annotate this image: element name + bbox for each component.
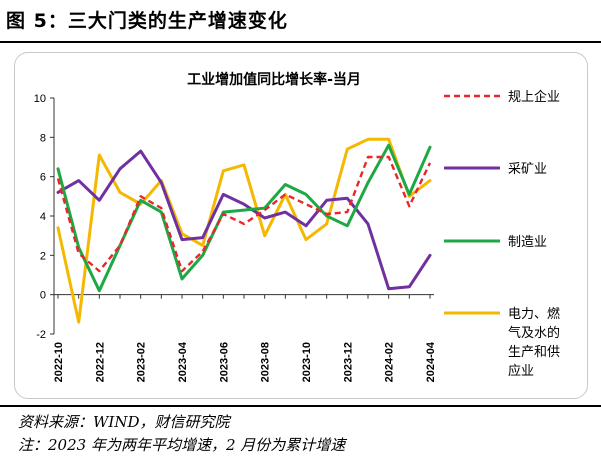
footnote: 注：2023 年为两年平均增速，2 月份为累计增速 (18, 436, 346, 454)
series-line-2 (56, 149, 432, 291)
x-tick-label: 2023-04 (177, 341, 189, 382)
series-line-4 (56, 137, 432, 324)
x-tick-label: 2023-12 (342, 342, 354, 382)
legend-label-4: 电力、燃气及水的生产和供应业 (508, 306, 560, 379)
x-tick-label: 2023-10 (301, 342, 313, 382)
notes-rule (0, 405, 601, 407)
y-tick-label: 0 (40, 290, 46, 302)
legend-label-1: 规上企业 (508, 89, 560, 105)
x-tick-label: 2022-12 (94, 342, 106, 382)
figure-title: 图 5：三大门类的生产增速变化 (6, 10, 288, 32)
x-tick-label: 2023-02 (136, 342, 148, 382)
legend-label-3: 制造业 (508, 235, 547, 250)
chart-title: 工业增加值同比增长率-当月 (187, 71, 361, 88)
x-tick-label: 2024-02 (384, 342, 396, 382)
y-tick-label: 4 (40, 211, 46, 223)
title-rule (0, 41, 601, 43)
y-tick-label: -2 (36, 329, 46, 341)
y-tick-label: 2 (40, 250, 46, 262)
source-note: 资料来源：WIND，财信研究院 (18, 413, 230, 431)
legend-label-2: 采矿业 (508, 162, 547, 177)
y-tick-label: 10 (34, 93, 46, 105)
y-tick-label: 6 (40, 172, 46, 184)
x-tick-label: 2022-10 (53, 342, 65, 382)
chart: 工业增加值同比增长率-当月 -2 0 2 4 6 8 10 2022-10 2022-12 2023… (34, 71, 560, 382)
x-tick-label: 2024-04 (425, 341, 437, 382)
x-tick-label: 2023-06 (218, 342, 230, 382)
x-tick-label: 2023-08 (260, 342, 272, 382)
series-line-1 (56, 155, 432, 273)
y-tick-label: 8 (40, 132, 46, 144)
series-line-3 (56, 143, 432, 293)
notes: 资料来源：WIND，财信研究院 注：2023 年为两年平均增速，2 月份为累计增… (18, 411, 345, 457)
